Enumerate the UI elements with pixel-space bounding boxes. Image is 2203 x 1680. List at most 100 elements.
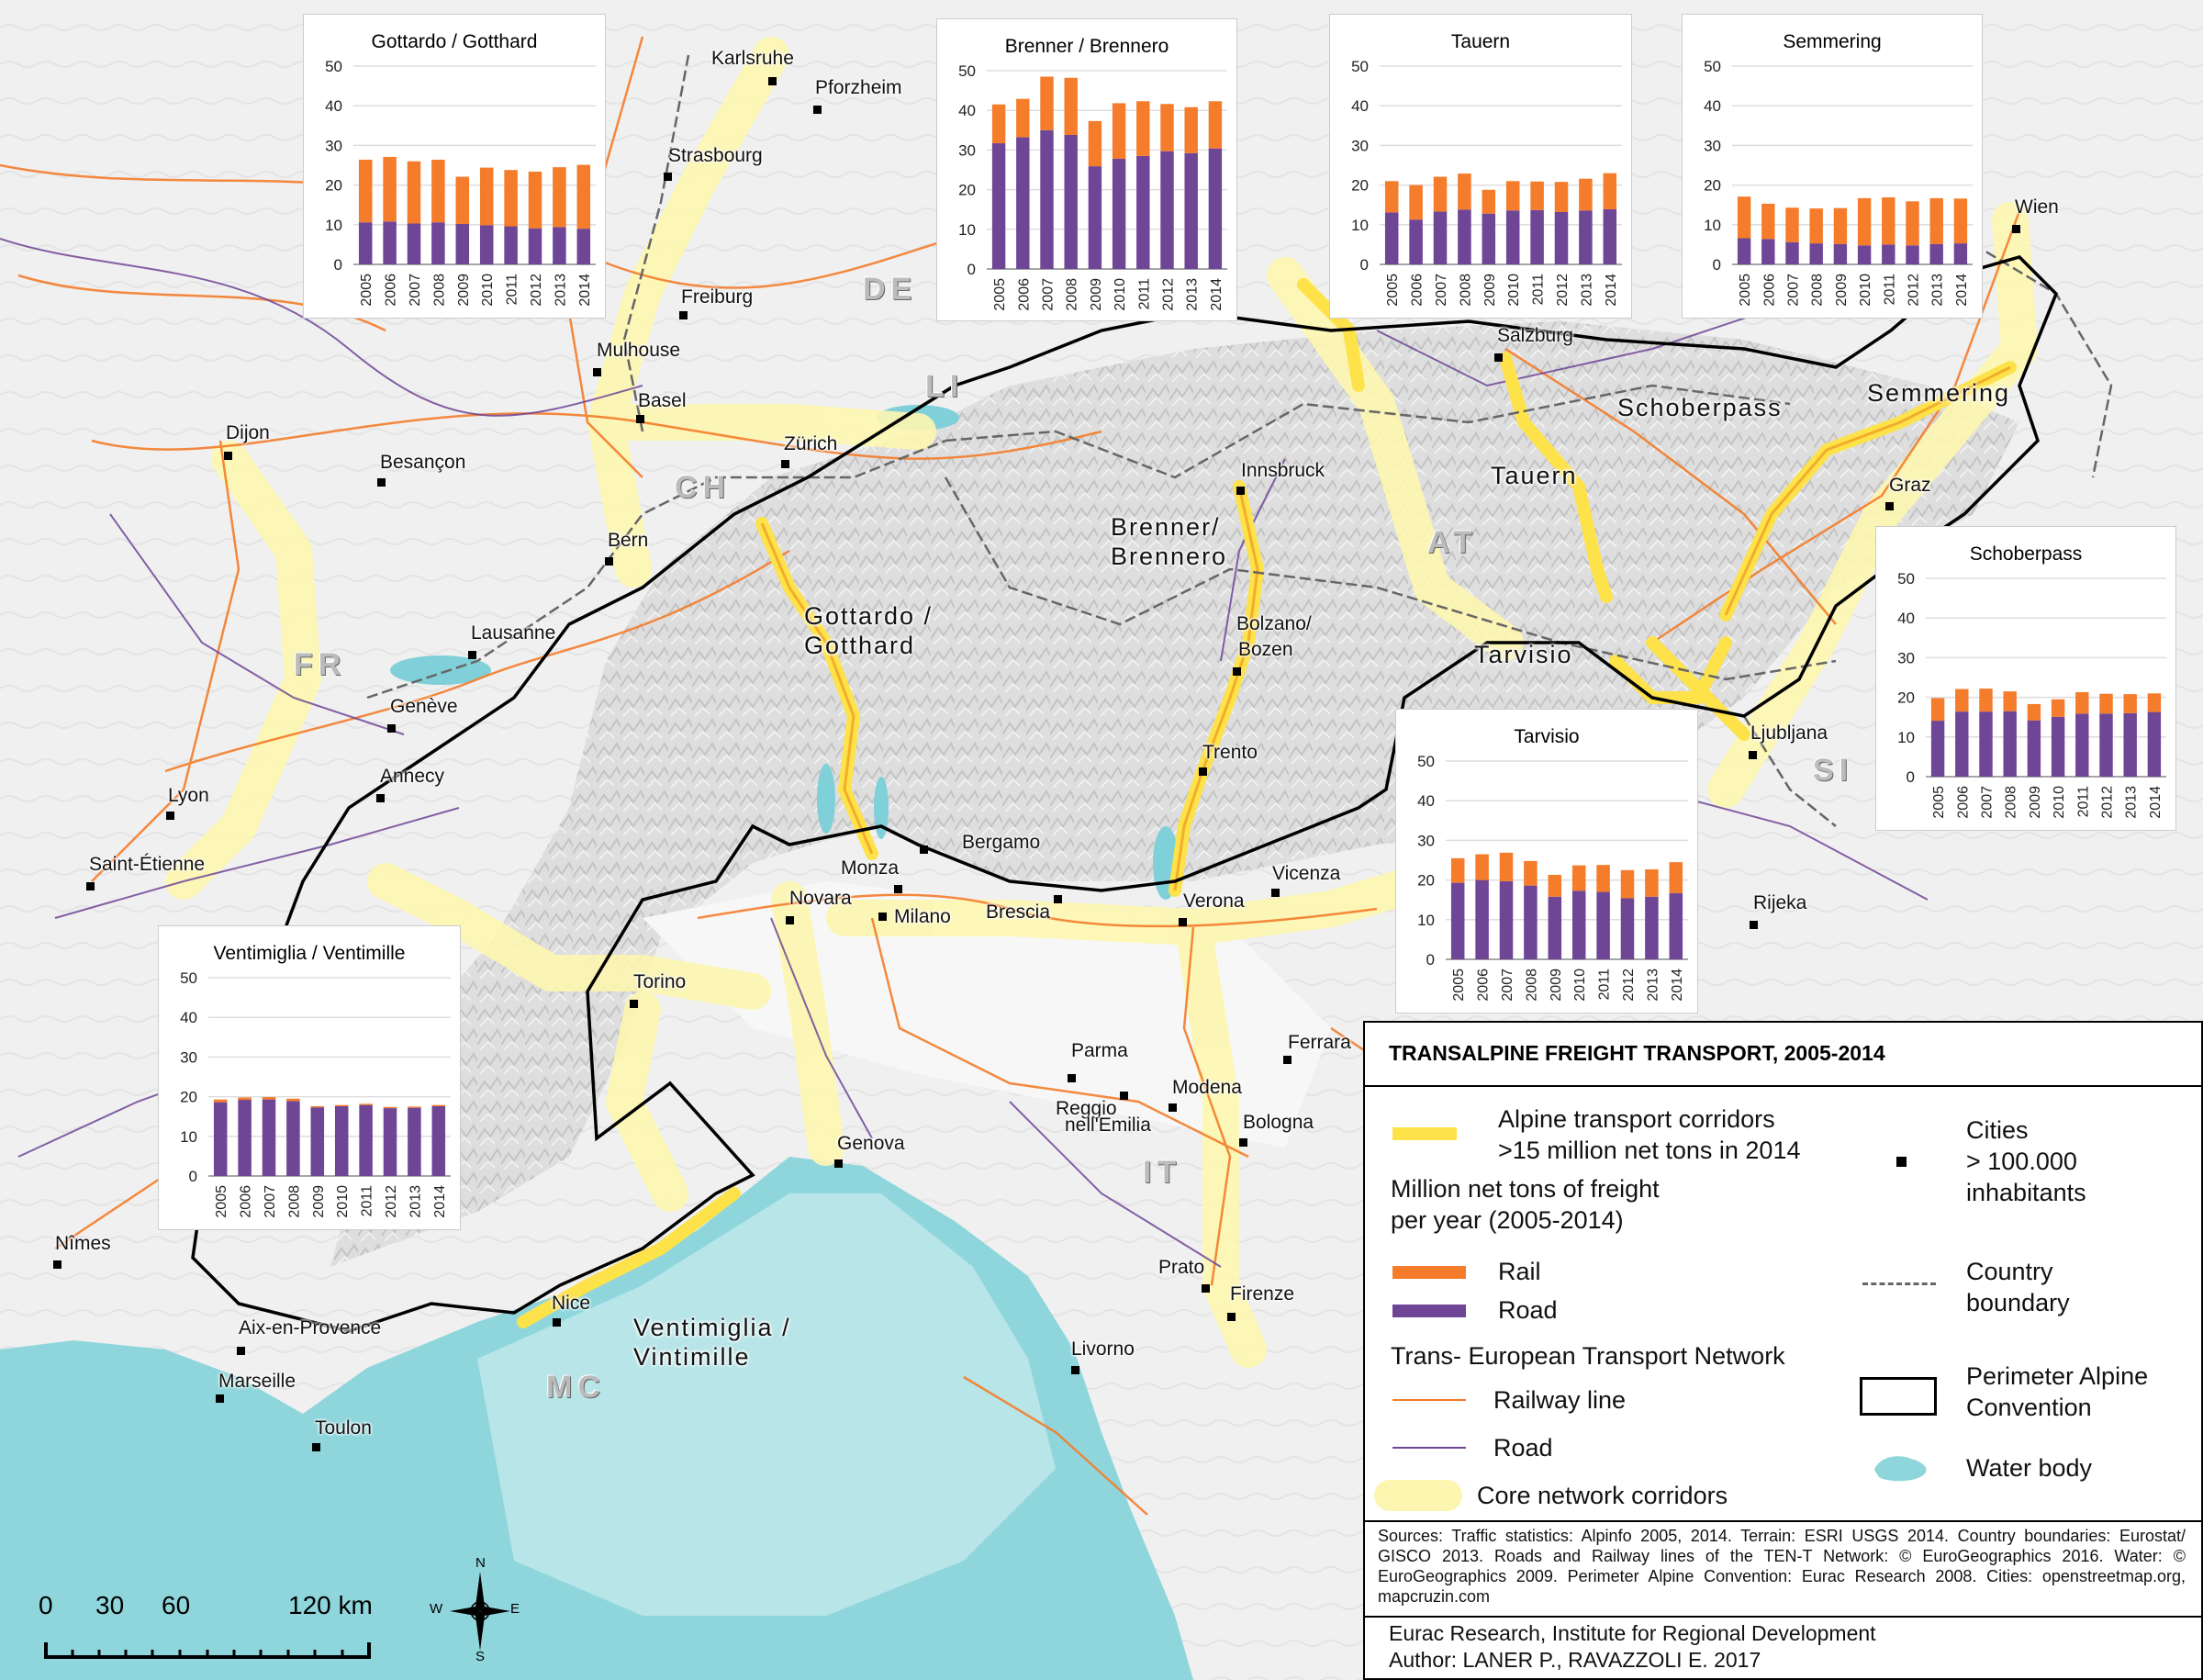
legend-sources: Sources: Traffic statistics: Alpinfo 200… [1378,1527,2186,1606]
chart-bar-road [1384,212,1399,264]
chart-x-tick: 2009 [311,1185,327,1218]
city-dot [664,173,672,181]
chart-bar-rail [576,164,591,230]
chart-y-tick: 0 [1907,768,1915,786]
city-dot [679,311,688,319]
chart-x-tick: 2014 [1954,274,1970,307]
chart-bar-rail [1409,185,1423,220]
chart-y-tick: 0 [967,261,976,278]
chart-bar-road [1505,210,1520,264]
legend-railway-line-label: Railway line [1493,1386,1627,1414]
chart-x-tick: 2010 [335,1185,351,1218]
chart-bar-rail [1384,181,1399,213]
legend-corridors-label-1: Alpine transport corridors [1498,1105,1775,1133]
chart-bar-rail [1620,869,1635,899]
city-dot [1054,895,1062,903]
chart-bar-rail [1040,76,1054,130]
chart-bar-road [1548,896,1562,959]
chart-x-tick: 2013 [1579,274,1594,307]
chart-bar-road [1458,209,1471,264]
city-label-brescia: Brescia [986,902,1051,923]
city-dot [813,106,822,114]
chart-bar-rail [2027,703,2041,721]
chart-semmering: 0 10 20 30 40 50 2005 2006 2007 2008 2009 2010 2011 2… [1682,14,1983,319]
compass-w: W [430,1601,443,1617]
chart-x-tick: 2006 [384,274,399,307]
chart-bar-rail [1499,852,1514,881]
city-dot [166,812,174,820]
chart-x-tick: 2011 [1531,274,1547,306]
chart-bar-road [1857,245,1872,264]
chart-y-tick: 30 [1704,137,1721,154]
scale-bar-line [44,1642,371,1659]
chart-y-tick: 30 [325,137,342,154]
chart-y-tick: 20 [180,1089,197,1106]
city-dot [1750,921,1758,929]
chart-x-tick: 2008 [2004,786,2019,819]
city-dot [605,557,613,566]
city-label-bern: Bern [608,530,649,551]
chart-y-tick: 50 [325,58,342,75]
legend-water-label: Water body [1966,1454,2093,1482]
chart-bar-rail [2075,691,2089,714]
chart-bar-road [991,143,1006,269]
chart-y-tick: 30 [958,141,976,159]
city-dot [1199,767,1207,776]
legend-road-line-label: Road [1493,1434,1553,1462]
city-label-prato: Prato [1158,1257,1205,1278]
legend-panel: TRANSALPINE FREIGHT TRANSPORT, 2005-2014… [1363,1021,2203,1680]
chart-x-tick: 2005 [992,278,1008,311]
chart-bar-road [1450,882,1465,959]
chart-bar-rail [1136,101,1150,156]
legend-core-corridors-label: Core network corridors [1477,1482,1728,1509]
city-label-salzburg: Salzburg [1497,325,1573,346]
country-label-ch: CH [675,470,732,505]
chart-bar-rail [1603,173,1617,209]
country-label-de: DE [863,272,918,307]
chart-bar-road [553,227,566,264]
chart-bar-road [1554,211,1569,264]
chart-y-tick: 0 [334,256,342,274]
chart-bar-road [1737,238,1751,264]
chart-bar-rail [1016,98,1030,138]
legend-swatch-perimeter [1860,1377,1937,1416]
chart-bar-rail [407,161,421,224]
city-label-ferrara: Ferrara [1288,1032,1351,1053]
chart-x-tick: 2011 [360,1185,375,1217]
city-label-parma: Parma [1071,1040,1128,1061]
compass-s: S [475,1649,486,1664]
chart-bar-road [1955,711,1969,777]
chart-bar-road [1761,239,1775,264]
chart-bar-road [1064,134,1078,269]
chart-bar-road [479,225,494,264]
legend-title: TRANSALPINE FREIGHT TRANSPORT, 2005-2014 [1389,1041,1885,1065]
chart-x-tick: 2009 [1089,278,1104,311]
chart-bar-road [2147,711,2162,777]
city-dot [224,452,232,460]
city-label-ljubljana: Ljubljana [1750,722,1828,744]
chart-bar-road [1603,208,1617,264]
chart-x-tick: 2008 [1810,274,1826,307]
chart-bar-rail [1475,854,1489,880]
chart-bar-rail [2123,694,2137,713]
city-dot [1179,918,1187,926]
legend-ten-t-label: Trans- European Transport Network [1391,1342,1785,1370]
chart-tauern: 0 10 20 30 40 50 2005 2006 2007 2008 2009 2010 2011 2… [1329,14,1632,319]
city-dot [768,77,777,85]
city-label-basel: Basel [638,390,687,411]
chart-bar-rail [1458,174,1471,210]
chart-bar-road [2123,712,2137,777]
chart-y-tick: 20 [958,182,976,199]
legend-country-label-2: boundary [1966,1289,2070,1316]
chart-bar-rail [1482,189,1496,214]
city-label-annecy: Annecy [380,766,445,787]
legend-million-label-2: per year (2005-2014) [1391,1206,1624,1234]
chart-bar-road [1433,211,1448,264]
chart-y-tick: 50 [1417,753,1435,770]
chart-bar-rail [1785,207,1799,242]
chart-bar-rail [1929,197,1943,244]
chart-x-tick: 2009 [1834,274,1850,307]
legend-swatch-city [1896,1157,1907,1167]
city-label-freiburg: Freiburg [681,286,754,308]
city-label-torino: Torino [633,971,687,992]
